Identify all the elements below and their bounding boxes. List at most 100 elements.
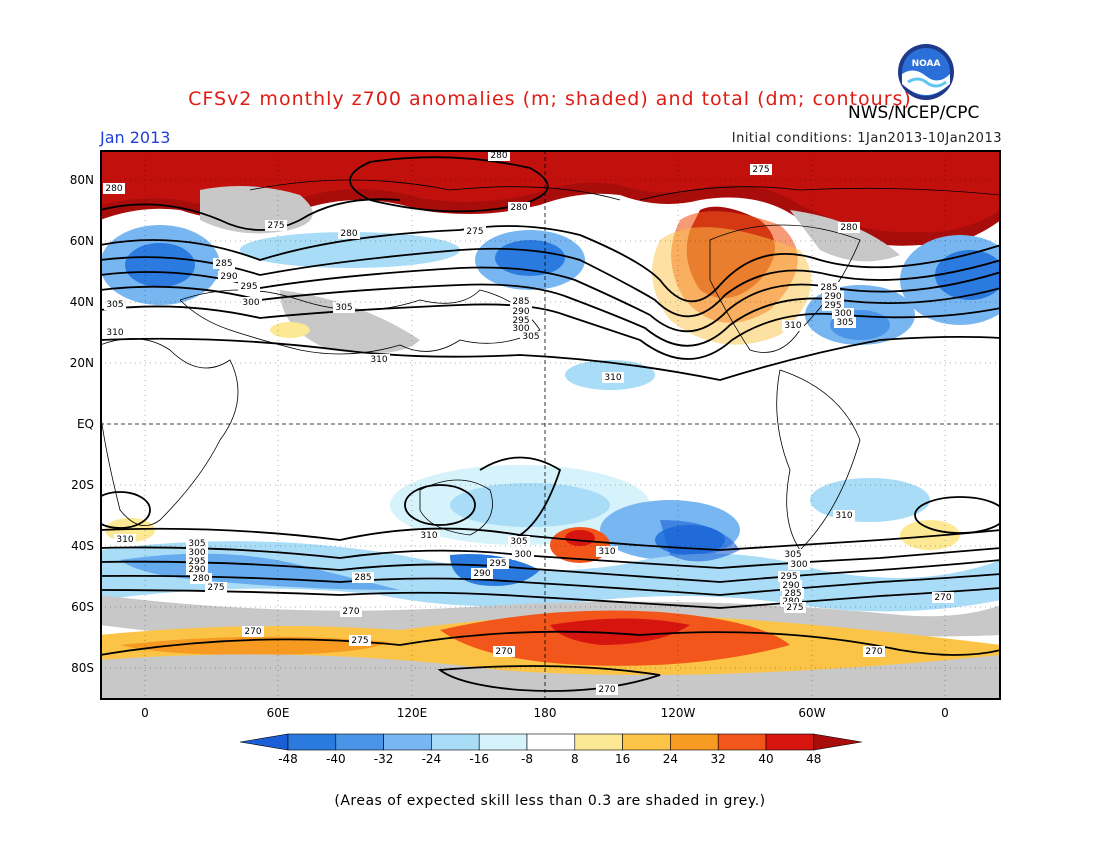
svg-text:305: 305 [784,550,801,560]
colorbar-swatch-min [240,733,289,751]
svg-text:280: 280 [340,229,357,239]
svg-text:295: 295 [240,282,257,292]
svg-text:310: 310 [835,511,852,521]
svg-text:270: 270 [598,685,615,695]
svg-text:275: 275 [466,227,483,237]
svg-text:285: 285 [820,283,837,293]
colorbar-swatch [383,733,432,751]
svg-text:300: 300 [242,298,259,308]
colorbar-swatch [622,733,671,751]
svg-text:310: 310 [106,328,123,338]
svg-text:285: 285 [784,589,801,599]
svg-text:270: 270 [865,647,882,657]
svg-text:300: 300 [514,550,531,560]
svg-text:300: 300 [790,560,807,570]
colorbar-swatch [431,733,480,751]
svg-text:275: 275 [207,583,224,593]
svg-text:310: 310 [784,321,801,331]
lat-label-60s: 60S [71,600,94,614]
svg-text:290: 290 [188,565,205,575]
colorbar-tick-label: 8 [570,752,579,766]
svg-text:295: 295 [780,572,797,582]
colorbar-tick-label: -24 [421,752,442,766]
lon-label-60e: 60E [266,706,290,720]
colorbar-swatch [717,733,767,751]
svg-text:290: 290 [824,292,841,302]
svg-text:310: 310 [420,531,437,541]
svg-text:310: 310 [604,373,621,383]
colorbar-tick-label: 48 [806,752,822,766]
colorbar-tick-label: 40 [758,752,774,766]
lat-label-20n: 20N [69,356,94,370]
svg-text:270: 270 [934,593,951,603]
lat-label-40n: 40N [69,295,94,309]
svg-text:310: 310 [370,355,387,365]
lon-label-120w: 120W [660,706,696,720]
colorbar-swatch [287,733,337,751]
svg-text:275: 275 [752,165,769,175]
svg-text:270: 270 [244,627,261,637]
svg-text:280: 280 [510,203,527,213]
svg-text:295: 295 [188,557,205,567]
svg-text:275: 275 [351,636,368,646]
map-title: CFSv2 monthly z700 anomalies (m; shaded)… [188,88,912,110]
svg-text:295: 295 [824,301,841,311]
svg-text:300: 300 [188,548,205,558]
svg-text:280: 280 [840,223,857,233]
svg-text:285: 285 [215,259,232,269]
svg-text:280: 280 [192,574,209,584]
svg-text:310: 310 [598,547,615,557]
svg-text:275: 275 [267,221,284,231]
svg-text:280: 280 [490,151,507,161]
svg-text:305: 305 [510,537,527,547]
svg-text:300: 300 [834,309,851,319]
svg-text:310: 310 [116,535,133,545]
colorbar-tick-label: -40 [325,752,346,766]
colorbar-swatch [478,733,528,751]
svg-text:NOAA: NOAA [912,59,941,69]
svg-text:305: 305 [522,332,539,342]
colorbar-swatch-max [813,733,862,751]
lat-label-eq: EQ [76,417,94,431]
lon-label-60w: 60W [798,706,826,720]
lat-label-80n: 80N [69,173,94,187]
lon-label-180: 180 [533,706,557,720]
lon-label-0: 0 [141,706,149,720]
svg-text:290: 290 [782,581,799,591]
colorbar-swatch [670,733,719,751]
footnote: (Areas of expected skill less than 0.3 a… [334,793,766,809]
svg-text:280: 280 [105,184,122,194]
svg-text:290: 290 [473,569,490,579]
contour-labels: 280 275 280 280 280 275 280 275 285 290 … [103,150,954,695]
svg-text:270: 270 [342,607,359,617]
colorbar-tick-label: 16 [614,752,631,766]
svg-text:305: 305 [106,300,123,310]
svg-text:305: 305 [188,539,205,549]
colorbar-swatch [765,733,815,751]
noaa-logo: NOAA [898,44,954,100]
color-bar [240,733,862,751]
svg-text:270: 270 [495,647,512,657]
lat-label-20s: 20S [71,478,94,492]
lon-label-0-east: 0 [941,706,949,720]
svg-text:300: 300 [512,324,529,334]
colorbar-tick-label: -32 [373,752,394,766]
svg-text:295: 295 [512,316,529,326]
colorbar-swatch [526,733,576,751]
lat-label-80s: 80S [71,661,94,675]
svg-text:285: 285 [354,573,371,583]
forecast-month: Jan 2013 [100,128,171,147]
lon-label-120e: 120E [396,706,428,720]
colorbar-tick-label: -16 [469,752,489,766]
colorbar-tick-label: -48 [278,752,298,766]
colorbar-tick-label: 32 [710,752,726,766]
lat-label-60n: 60N [69,234,94,248]
initial-conditions: Initial conditions: 1Jan2013-10Jan2013 [731,131,1002,146]
svg-text:305: 305 [836,318,853,328]
lat-label-40s: 40S [71,539,94,553]
svg-text:290: 290 [512,307,529,317]
svg-text:295: 295 [489,559,506,569]
agency-label: NWS/NCEP/CPC [848,103,980,123]
anomaly-map: 280 275 280 280 280 275 280 275 285 290 … [100,150,1001,700]
colorbar-tick-label: -8 [521,752,533,766]
